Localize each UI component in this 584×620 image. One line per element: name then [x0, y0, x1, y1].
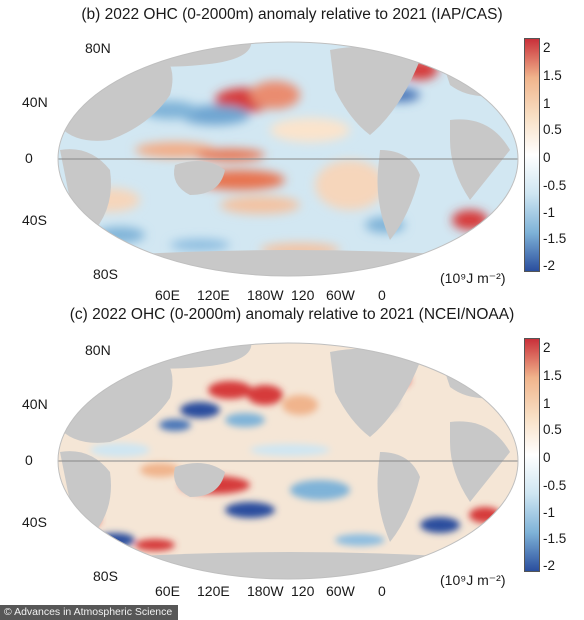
- lon-label-60e: 60E: [155, 583, 180, 599]
- lon-label-120e: 120E: [197, 583, 230, 599]
- colorbar-tick: 1: [543, 396, 551, 411]
- panel-title-b: (b) 2022 OHC (0-2000m) anomaly relative …: [81, 6, 503, 23]
- lon-label-60e: 60E: [155, 287, 180, 303]
- map-panel-c: (c) 2022 OHC (0-2000m) anomaly relative …: [0, 300, 584, 600]
- ocean-heat-map-c: [57, 342, 519, 580]
- lat-label-40n: 40N: [22, 94, 48, 110]
- colorbar-b: [524, 38, 540, 272]
- lat-label-0: 0: [25, 452, 33, 468]
- image-credit: © Advances in Atmospheric Science: [0, 605, 179, 620]
- ocean-heat-map-b: [57, 41, 519, 277]
- colorbar-tick: -0.5: [543, 478, 567, 493]
- lat-label-0: 0: [25, 150, 33, 166]
- lon-label-180w: 180W: [247, 583, 284, 599]
- map-panel-b: (b) 2022 OHC (0-2000m) anomaly relative …: [0, 0, 584, 303]
- colorbar-tick: 1.5: [543, 68, 562, 83]
- lon-label-120: 120: [291, 287, 315, 303]
- colorbar-tick: 0: [543, 450, 551, 465]
- lon-label-60w: 60W: [326, 583, 355, 599]
- colorbar-tick: 0.5: [543, 122, 562, 137]
- colorbar-tick: 2: [543, 340, 551, 355]
- lat-label-80n: 80N: [85, 342, 111, 358]
- panel-title-c: (c) 2022 OHC (0-2000m) anomaly relative …: [69, 306, 515, 323]
- colorbar-tick: 1.5: [543, 368, 562, 383]
- colorbar-tick: -0.5: [543, 178, 567, 193]
- lat-label-80s: 80S: [93, 568, 118, 584]
- globe-outline: [57, 342, 519, 580]
- globe-outline: [57, 41, 519, 277]
- lon-label-120: 120: [291, 583, 315, 599]
- unit-label-b: (10⁹J m⁻²): [440, 270, 506, 286]
- colorbar-tick: -1.5: [543, 531, 567, 546]
- lon-label-60w: 60W: [326, 287, 355, 303]
- lat-label-40s: 40S: [22, 212, 47, 228]
- lon-label-120e: 120E: [197, 287, 230, 303]
- colorbar-tick: 0.5: [543, 422, 562, 437]
- colorbar-c: [524, 338, 540, 572]
- lon-label-0: 0: [378, 583, 386, 599]
- unit-label-c: (10⁹J m⁻²): [440, 572, 506, 588]
- lon-label-0: 0: [378, 287, 386, 303]
- colorbar-tick: 1: [543, 96, 551, 111]
- colorbar-tick: -2: [543, 558, 556, 573]
- lat-label-40s: 40S: [22, 514, 47, 530]
- lat-label-80n: 80N: [85, 40, 111, 56]
- colorbar-tick: 2: [543, 40, 551, 55]
- colorbar-tick: -2: [543, 258, 556, 273]
- colorbar-tick: 0: [543, 150, 551, 165]
- lon-label-180w: 180W: [247, 287, 284, 303]
- colorbar-tick: -1: [543, 505, 556, 520]
- colorbar-tick: -1.5: [543, 231, 567, 246]
- lat-label-40n: 40N: [22, 396, 48, 412]
- lat-label-80s: 80S: [93, 266, 118, 282]
- colorbar-tick: -1: [543, 205, 556, 220]
